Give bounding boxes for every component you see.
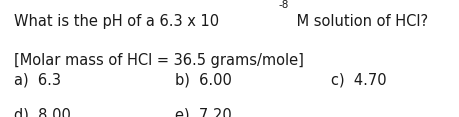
Text: b)  6.00: b) 6.00 — [174, 73, 231, 88]
Text: [Molar mass of HCl = 36.5 grams/mole]: [Molar mass of HCl = 36.5 grams/mole] — [14, 53, 303, 68]
Text: a)  6.3: a) 6.3 — [14, 73, 61, 88]
Text: M solution of HCl?: M solution of HCl? — [291, 14, 427, 29]
Text: What is the pH of a 6.3 x 10: What is the pH of a 6.3 x 10 — [14, 14, 218, 29]
Text: -8: -8 — [278, 0, 288, 10]
Text: d)  8.00: d) 8.00 — [14, 108, 71, 117]
Text: c)  4.70: c) 4.70 — [330, 73, 386, 88]
Text: e)  7.20: e) 7.20 — [174, 108, 231, 117]
